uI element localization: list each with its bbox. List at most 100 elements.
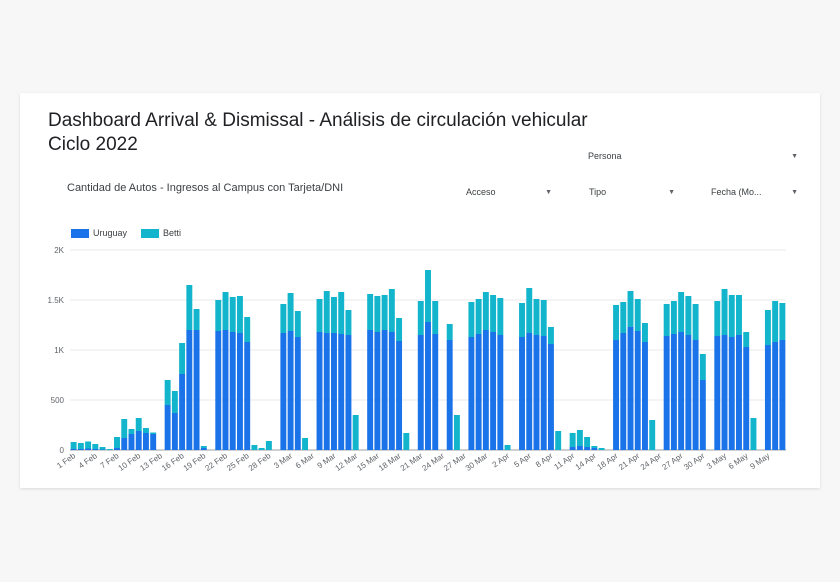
bar-betti[interactable] xyxy=(736,295,742,335)
bar-betti[interactable] xyxy=(555,431,562,450)
bar-uruguay[interactable] xyxy=(323,333,330,450)
bar-betti[interactable] xyxy=(302,438,309,450)
bar-betti[interactable] xyxy=(338,292,345,334)
bar-betti[interactable] xyxy=(367,294,374,330)
bar-betti[interactable] xyxy=(678,292,685,332)
bar-uruguay[interactable] xyxy=(367,330,374,450)
bar-uruguay[interactable] xyxy=(475,334,482,450)
bar-betti[interactable] xyxy=(215,300,222,331)
bar-uruguay[interactable] xyxy=(200,448,207,450)
bar-betti[interactable] xyxy=(236,296,243,333)
bar-betti[interactable] xyxy=(142,428,149,433)
bar-uruguay[interactable] xyxy=(743,347,750,450)
bar-uruguay[interactable] xyxy=(497,335,504,450)
bar-betti[interactable] xyxy=(164,380,171,405)
bar-betti[interactable] xyxy=(772,301,779,342)
bar-uruguay[interactable] xyxy=(142,433,149,450)
bar-uruguay[interactable] xyxy=(670,334,677,450)
bar-uruguay[interactable] xyxy=(92,449,99,450)
bar-uruguay[interactable] xyxy=(388,332,395,450)
bar-uruguay[interactable] xyxy=(547,344,554,450)
bar-uruguay[interactable] xyxy=(685,335,692,450)
bar-uruguay[interactable] xyxy=(345,335,352,450)
bar-uruguay[interactable] xyxy=(244,342,251,450)
bar-betti[interactable] xyxy=(331,297,337,333)
bar-betti[interactable] xyxy=(374,296,381,332)
bar-uruguay[interactable] xyxy=(569,447,576,450)
bar-uruguay[interactable] xyxy=(533,335,540,450)
bar-betti[interactable] xyxy=(613,305,620,340)
bar-betti[interactable] xyxy=(490,295,497,332)
bar-uruguay[interactable] xyxy=(613,340,620,450)
bar-uruguay[interactable] xyxy=(736,335,742,450)
bar-uruguay[interactable] xyxy=(779,340,786,450)
bar-betti[interactable] xyxy=(179,343,186,374)
bar-uruguay[interactable] xyxy=(764,345,771,450)
bar-uruguay[interactable] xyxy=(526,333,533,450)
bar-betti[interactable] xyxy=(417,301,424,335)
bar-betti[interactable] xyxy=(287,293,294,331)
bar-betti[interactable] xyxy=(121,419,128,438)
bar-betti[interactable] xyxy=(446,324,453,340)
bar-betti[interactable] xyxy=(670,301,677,334)
bar-betti[interactable] xyxy=(323,291,330,333)
bar-uruguay[interactable] xyxy=(417,335,424,450)
bar-betti[interactable] xyxy=(316,299,323,332)
bar-betti[interactable] xyxy=(453,415,460,450)
bar-betti[interactable] xyxy=(186,285,193,330)
bar-betti[interactable] xyxy=(482,292,489,330)
bar-betti[interactable] xyxy=(627,291,634,327)
bar-uruguay[interactable] xyxy=(591,448,598,450)
bar-uruguay[interactable] xyxy=(490,332,497,450)
bar-betti[interactable] xyxy=(540,300,547,336)
bar-uruguay[interactable] xyxy=(121,438,128,450)
bar-betti[interactable] xyxy=(533,299,540,335)
bar-betti[interactable] xyxy=(85,441,92,449)
bar-betti[interactable] xyxy=(77,443,84,449)
bar-betti[interactable] xyxy=(70,442,77,449)
bar-uruguay[interactable] xyxy=(374,332,381,450)
bar-uruguay[interactable] xyxy=(381,330,388,450)
bar-betti[interactable] xyxy=(345,310,352,335)
bar-uruguay[interactable] xyxy=(150,434,157,450)
bar-uruguay[interactable] xyxy=(128,434,135,450)
bar-betti[interactable] xyxy=(620,302,627,333)
bar-betti[interactable] xyxy=(750,418,757,450)
bar-betti[interactable] xyxy=(634,299,641,331)
bar-betti[interactable] xyxy=(294,311,301,337)
bar-betti[interactable] xyxy=(547,327,554,344)
filter-fecha[interactable]: Fecha (Mo... ▼ xyxy=(711,183,798,201)
bar-betti[interactable] xyxy=(728,295,735,337)
bar-betti[interactable] xyxy=(200,446,207,448)
bar-uruguay[interactable] xyxy=(287,331,294,450)
bar-betti[interactable] xyxy=(721,289,728,335)
legend-item-betti[interactable]: Betti xyxy=(141,228,181,238)
bar-betti[interactable] xyxy=(114,437,120,448)
bar-uruguay[interactable] xyxy=(316,332,323,450)
bar-uruguay[interactable] xyxy=(236,333,243,450)
bar-betti[interactable] xyxy=(425,270,431,322)
bar-uruguay[interactable] xyxy=(678,332,685,450)
bar-betti[interactable] xyxy=(685,296,692,335)
bar-uruguay[interactable] xyxy=(584,447,591,450)
bar-uruguay[interactable] xyxy=(721,335,728,450)
bar-betti[interactable] xyxy=(504,445,511,450)
bar-betti[interactable] xyxy=(764,310,771,345)
bar-betti[interactable] xyxy=(92,444,99,449)
bar-uruguay[interactable] xyxy=(77,449,84,450)
bar-uruguay[interactable] xyxy=(540,336,547,450)
bar-uruguay[interactable] xyxy=(576,446,583,450)
bar-uruguay[interactable] xyxy=(294,337,301,450)
bar-uruguay[interactable] xyxy=(193,330,200,450)
bar-uruguay[interactable] xyxy=(620,333,627,450)
bar-uruguay[interactable] xyxy=(164,405,171,450)
bar-betti[interactable] xyxy=(352,415,359,450)
bar-betti[interactable] xyxy=(663,304,670,336)
bar-betti[interactable] xyxy=(150,432,157,435)
bar-uruguay[interactable] xyxy=(135,431,142,450)
filter-tipo[interactable]: Tipo ▼ xyxy=(589,183,675,201)
bar-betti[interactable] xyxy=(526,288,533,333)
bar-betti[interactable] xyxy=(468,302,475,337)
bar-betti[interactable] xyxy=(598,448,605,450)
bar-uruguay[interactable] xyxy=(222,330,229,450)
